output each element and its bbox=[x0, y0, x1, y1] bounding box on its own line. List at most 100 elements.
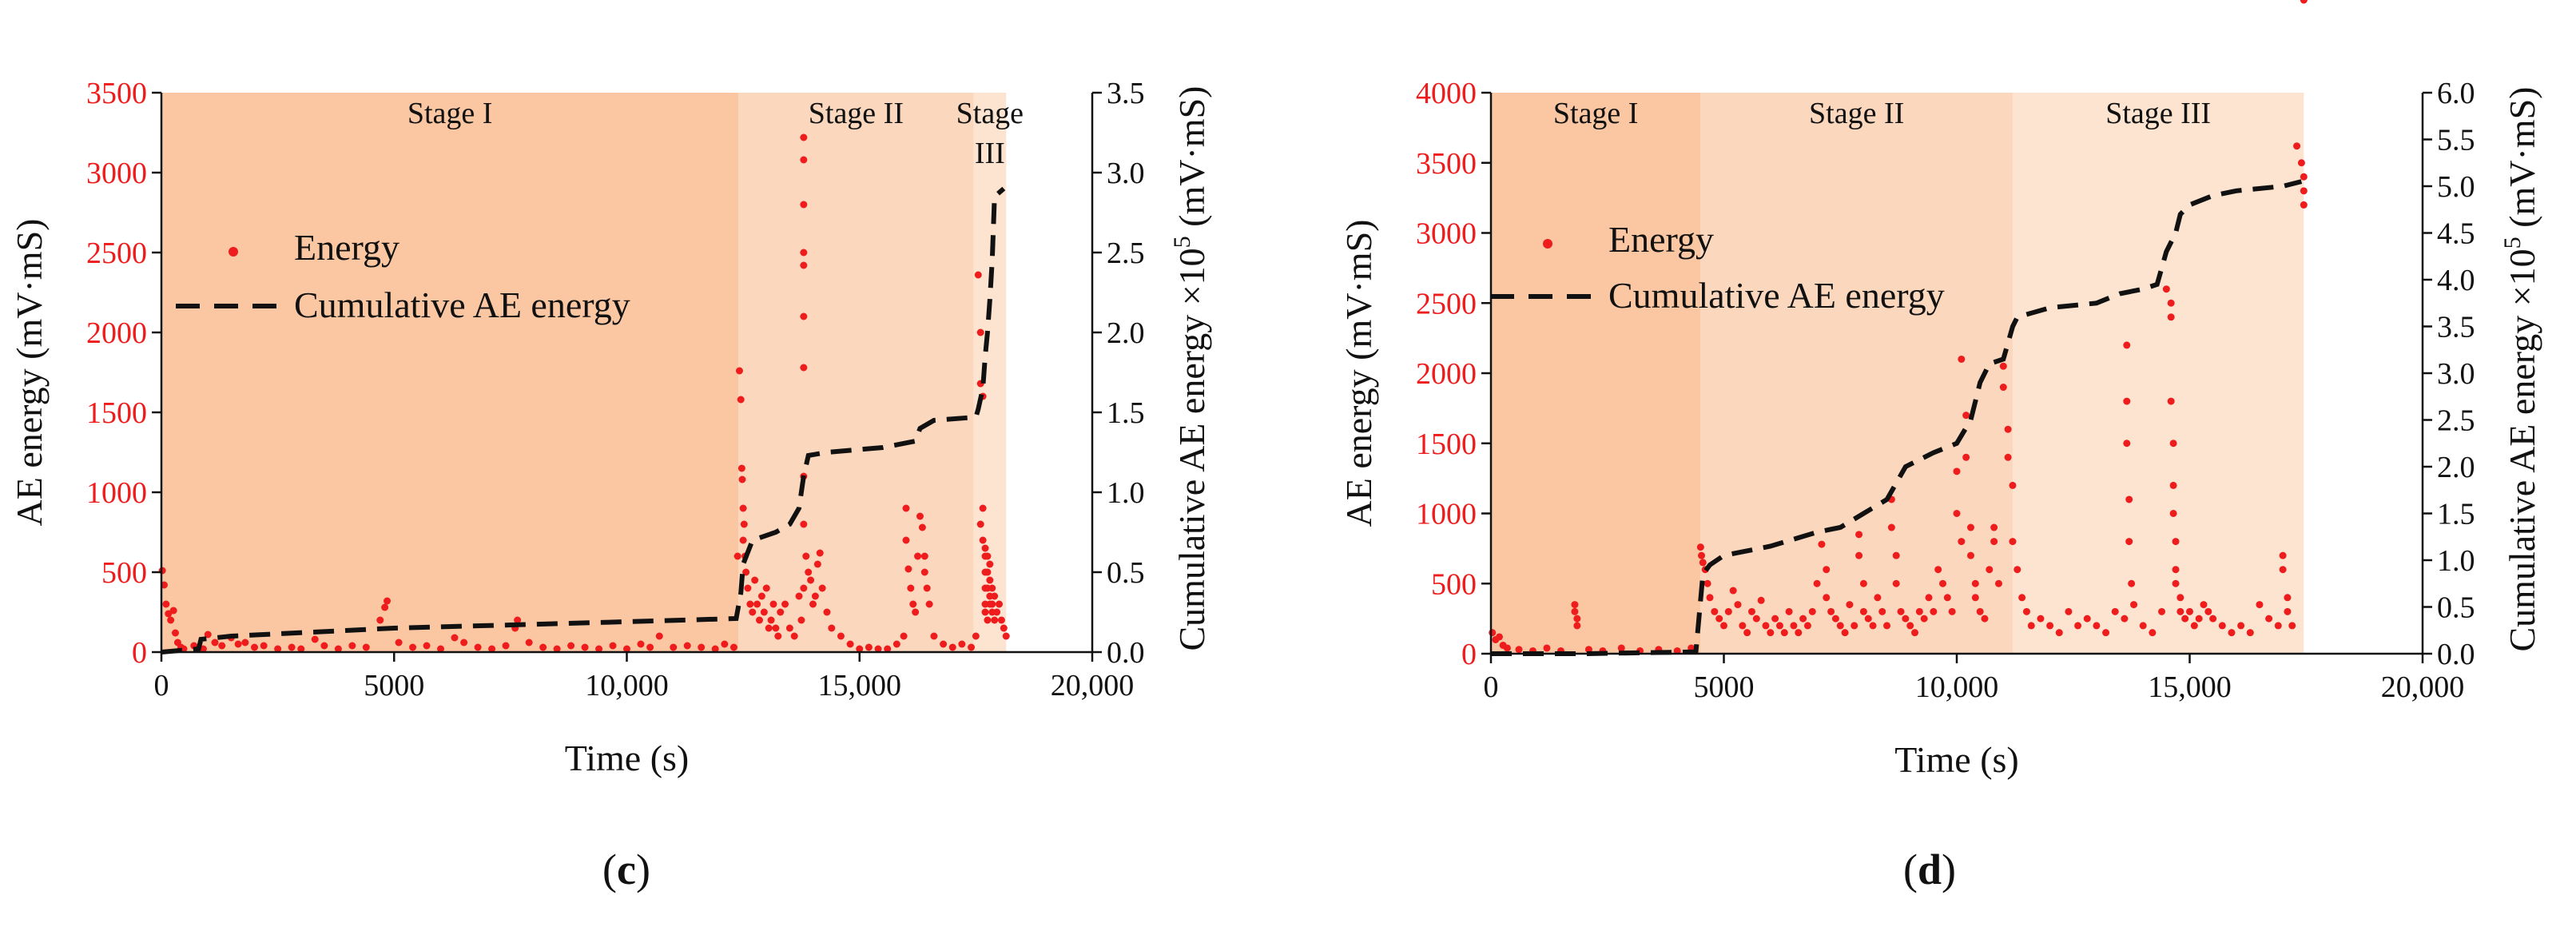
energy-point bbox=[2246, 629, 2254, 637]
energy-point bbox=[1971, 579, 1979, 587]
energy-point bbox=[2237, 622, 2245, 630]
energy-point bbox=[738, 475, 746, 483]
energy-point bbox=[1958, 538, 1966, 546]
energy-point bbox=[1775, 622, 1783, 630]
energy-point bbox=[1892, 551, 1900, 559]
y-axis-right-title-exponent: 5 bbox=[2499, 237, 2526, 249]
energy-point bbox=[2288, 622, 2296, 630]
energy-point bbox=[2169, 481, 2177, 489]
energy-point bbox=[2279, 551, 2287, 559]
panel-label-close: ) bbox=[636, 845, 650, 893]
energy-point bbox=[920, 568, 928, 576]
energy-point bbox=[976, 328, 984, 336]
energy-point bbox=[1920, 615, 1928, 623]
energy-point bbox=[1887, 523, 1895, 531]
energy-point bbox=[1981, 615, 1989, 623]
y-axis-left-title: AE energy (mV·mS) bbox=[1338, 220, 1379, 527]
y-right-tick-label: 4.5 bbox=[2437, 217, 2475, 251]
energy-point bbox=[2027, 622, 2035, 630]
cumulative-energy-line bbox=[1491, 179, 2303, 656]
energy-point bbox=[1823, 566, 1831, 574]
energy-point bbox=[1706, 594, 1714, 602]
energy-point bbox=[972, 632, 980, 640]
energy-point bbox=[900, 632, 908, 640]
energy-point bbox=[988, 584, 996, 592]
energy-point bbox=[976, 520, 984, 528]
y-axis-right-title-units: (mV·mS) bbox=[2502, 86, 2542, 237]
y-right-tick-label: 0.0 bbox=[1107, 636, 1145, 670]
energy-point bbox=[362, 643, 370, 651]
energy-point bbox=[2176, 594, 2184, 602]
energy-point bbox=[581, 643, 589, 651]
stage-band-1 bbox=[161, 93, 739, 652]
energy-point bbox=[1878, 607, 1886, 615]
energy-point bbox=[988, 600, 996, 608]
energy-point bbox=[502, 642, 510, 650]
energy-point bbox=[909, 600, 917, 608]
energy-point bbox=[241, 639, 249, 647]
energy-point bbox=[2181, 615, 2189, 623]
x-tick-label: 15,000 bbox=[2148, 670, 2232, 704]
energy-point bbox=[1762, 622, 1770, 630]
energy-point bbox=[751, 576, 759, 584]
y-axis-right-title-main: Cumulative AE energy ×10 bbox=[2502, 249, 2542, 651]
energy-point bbox=[2300, 187, 2308, 195]
energy-point bbox=[986, 560, 994, 568]
energy-point bbox=[774, 632, 782, 640]
energy-point bbox=[918, 523, 926, 531]
energy-point bbox=[1874, 594, 1882, 602]
energy-point bbox=[1859, 607, 1867, 615]
energy-point bbox=[2209, 615, 2217, 623]
energy-point bbox=[1771, 615, 1779, 623]
energy-point bbox=[984, 616, 992, 624]
energy-point bbox=[813, 560, 821, 568]
energy-point bbox=[1986, 566, 1994, 574]
energy-point bbox=[2228, 629, 2236, 637]
energy-point bbox=[756, 616, 764, 624]
energy-point bbox=[907, 584, 915, 592]
energy-point bbox=[1785, 607, 1793, 615]
energy-point bbox=[1999, 362, 2007, 370]
energy-point bbox=[320, 642, 328, 650]
energy-point bbox=[800, 249, 808, 257]
energy-point bbox=[800, 201, 808, 209]
energy-point bbox=[2186, 607, 2193, 615]
energy-point bbox=[2162, 285, 2170, 293]
energy-point bbox=[762, 584, 770, 592]
energy-point bbox=[974, 271, 982, 279]
energy-point bbox=[760, 608, 768, 616]
y-right-tick-label: 3.0 bbox=[2437, 357, 2475, 391]
energy-point bbox=[2300, 173, 2308, 181]
stage-band-2 bbox=[1700, 93, 2013, 654]
energy-point bbox=[1743, 629, 1751, 637]
y-left-tick-label: 2000 bbox=[86, 316, 147, 350]
energy-point bbox=[772, 624, 780, 632]
energy-point bbox=[1571, 601, 1579, 609]
energy-point bbox=[2274, 622, 2282, 630]
energy-point bbox=[993, 608, 1001, 616]
legend-label: Energy bbox=[294, 227, 400, 268]
legend: Energy Cumulative AE energy bbox=[1490, 219, 1945, 316]
energy-point bbox=[2009, 481, 2017, 489]
energy-point bbox=[2256, 601, 2264, 609]
energy-point bbox=[1906, 622, 1914, 630]
energy-point bbox=[169, 607, 177, 615]
energy-point bbox=[800, 261, 808, 269]
energy-point bbox=[171, 629, 179, 637]
energy-point bbox=[2265, 615, 2273, 623]
energy-point bbox=[2083, 615, 2091, 623]
energy-point bbox=[2169, 510, 2177, 517]
energy-point bbox=[1827, 607, 1835, 615]
energy-point bbox=[1673, 647, 1681, 654]
y-axis-right-title: Cumulative AE energy ×105 (mV·mS) bbox=[1169, 86, 1212, 650]
energy-point bbox=[800, 364, 808, 372]
x-tick-label: 5000 bbox=[1694, 670, 1755, 704]
energy-point bbox=[474, 643, 482, 651]
y-left-tick-label: 3500 bbox=[1416, 147, 1477, 181]
stage-label-2: Stage II bbox=[1809, 97, 1904, 130]
energy-point bbox=[997, 616, 1005, 624]
energy-point bbox=[984, 552, 992, 560]
energy-point bbox=[979, 504, 987, 512]
energy-point bbox=[204, 631, 212, 639]
energy-point bbox=[1489, 629, 1497, 637]
